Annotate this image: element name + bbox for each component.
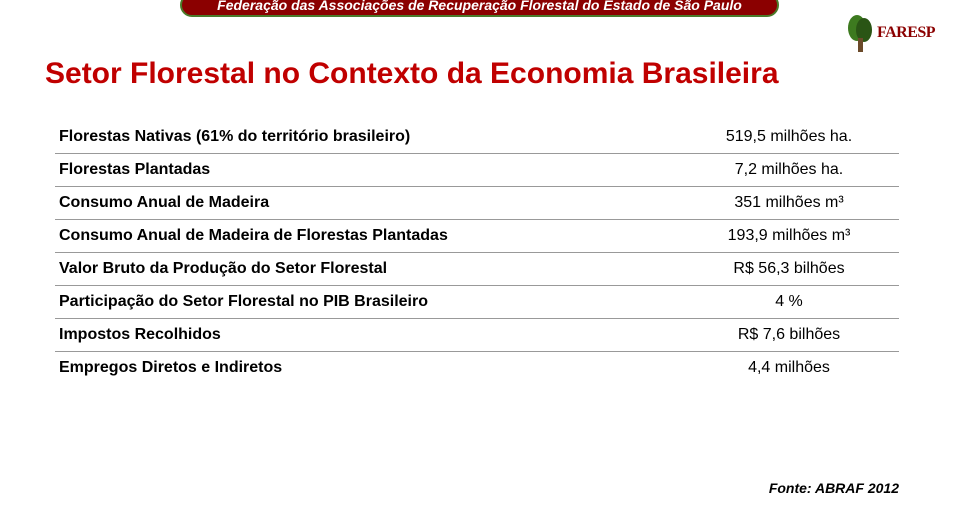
row-value: 4,4 milhões <box>679 352 899 385</box>
row-value: 193,9 milhões m³ <box>679 220 899 253</box>
row-value: 351 milhões m³ <box>679 187 899 220</box>
row-label: Florestas Nativas (61% do território bra… <box>55 121 679 154</box>
header-bar: Federação das Associações de Recuperação… <box>180 0 779 17</box>
brand-text: FARESP <box>877 24 935 42</box>
tree-icon <box>847 12 875 54</box>
row-label: Valor Bruto da Produção do Setor Florest… <box>55 253 679 286</box>
table-row: Valor Bruto da Produção do Setor Florest… <box>55 253 899 286</box>
table-row: Empregos Diretos e Indiretos4,4 milhões <box>55 352 899 385</box>
org-name: Federação das Associações de Recuperação… <box>217 0 742 13</box>
row-value: 7,2 milhões ha. <box>679 154 899 187</box>
table-row: Florestas Plantadas7,2 milhões ha. <box>55 154 899 187</box>
row-value: R$ 7,6 bilhões <box>679 319 899 352</box>
table-row: Impostos RecolhidosR$ 7,6 bilhões <box>55 319 899 352</box>
row-value: 519,5 milhões ha. <box>679 121 899 154</box>
row-label: Participação do Setor Florestal no PIB B… <box>55 286 679 319</box>
brand-logo: FARESP <box>847 8 937 58</box>
table-row: Consumo Anual de Madeira351 milhões m³ <box>55 187 899 220</box>
row-label: Florestas Plantadas <box>55 154 679 187</box>
source-footer: Fonte: ABRAF 2012 <box>769 480 899 496</box>
data-table: Florestas Nativas (61% do território bra… <box>55 121 899 384</box>
table-row: Florestas Nativas (61% do território bra… <box>55 121 899 154</box>
page-title: Setor Florestal no Contexto da Economia … <box>45 57 959 91</box>
row-label: Impostos Recolhidos <box>55 319 679 352</box>
table-row: Consumo Anual de Madeira de Florestas Pl… <box>55 220 899 253</box>
row-value: R$ 56,3 bilhões <box>679 253 899 286</box>
row-label: Consumo Anual de Madeira de Florestas Pl… <box>55 220 679 253</box>
table-row: Participação do Setor Florestal no PIB B… <box>55 286 899 319</box>
row-label: Consumo Anual de Madeira <box>55 187 679 220</box>
row-value: 4 % <box>679 286 899 319</box>
row-label: Empregos Diretos e Indiretos <box>55 352 679 385</box>
data-table-container: Florestas Nativas (61% do território bra… <box>55 121 899 384</box>
